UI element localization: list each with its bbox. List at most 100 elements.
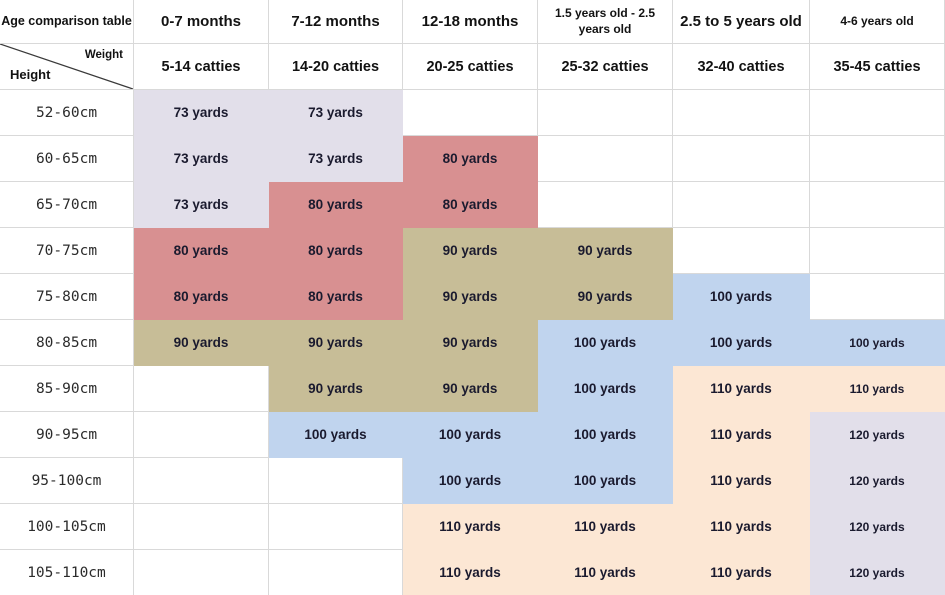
size-cell: 80 yards [134, 274, 269, 320]
empty-cell [134, 504, 269, 550]
size-cell: 73 yards [134, 136, 269, 182]
size-value: 90 yards [442, 242, 498, 258]
empty-cell [403, 90, 538, 136]
size-cell: 120 yards [810, 550, 945, 595]
height-weight-corner-cell: Weight Height [0, 44, 134, 90]
height-label: 70-75cm [0, 228, 134, 274]
empty-cell [538, 90, 673, 136]
size-value: 110 yards [710, 518, 772, 534]
size-value: 73 yards [173, 196, 229, 212]
age-header-0-7-months: 0-7 months [134, 0, 269, 44]
size-cell: 110 yards [403, 504, 538, 550]
empty-cell [134, 458, 269, 504]
size-value: 73 yards [308, 150, 363, 166]
empty-cell [673, 136, 810, 182]
age-header-row: Age comparison table 0-7 months 7-12 mon… [0, 0, 945, 44]
size-cell: 100 yards [403, 458, 538, 504]
weight-header-row: Weight Height 5-14 catties 14-20 catties… [0, 44, 945, 90]
weight-header-35-45: 35-45 catties [810, 44, 945, 90]
size-value: 100 yards [573, 426, 637, 442]
height-label: 75-80cm [0, 274, 134, 320]
size-value: 80 yards [442, 196, 498, 212]
size-value: 110 yards [710, 472, 772, 488]
size-cell: 90 yards [134, 320, 269, 366]
size-cell: 120 yards [810, 504, 945, 550]
size-value: 110 yards [710, 426, 772, 442]
size-cell: 80 yards [403, 136, 538, 182]
height-label: 105-110cm [0, 550, 134, 595]
empty-cell [134, 366, 269, 412]
size-cell: 90 yards [269, 366, 403, 412]
table-row: 70-75cm 80 yards 80 yards 90 yards 90 yards [0, 228, 945, 274]
size-cell: 90 yards [403, 320, 538, 366]
size-cell: 110 yards [538, 550, 673, 595]
size-value: 100 yards [709, 288, 773, 304]
size-value: 110 yards [710, 380, 772, 396]
table-row: 75-80cm 80 yards 80 yards 90 yards 90 yards 1… [0, 274, 945, 320]
size-value: 90 yards [308, 334, 363, 350]
size-value: 73 yards [173, 104, 229, 120]
size-cell: 110 yards [673, 366, 810, 412]
size-cell: 80 yards [269, 182, 403, 228]
weight-header-5-14: 5-14 catties [134, 44, 269, 90]
size-cell: 120 yards [810, 412, 945, 458]
table-row: 105-110cm 110 yards 110 yards 110 yards 120 … [0, 550, 945, 595]
size-value: 90 yards [173, 334, 229, 350]
size-value: 80 yards [308, 196, 363, 212]
size-cell: 73 yards [269, 90, 403, 136]
size-cell: 110 yards [403, 550, 538, 595]
size-value: 73 yards [308, 104, 363, 120]
empty-cell [810, 136, 945, 182]
table-row: 85-90cm 90 yards 90 yards 100 yards 110 yard… [0, 366, 945, 412]
size-value: 110 yards [439, 518, 501, 534]
size-cell: 80 yards [269, 274, 403, 320]
empty-cell [810, 90, 945, 136]
size-cell: 80 yards [134, 228, 269, 274]
size-cell: 100 yards [538, 366, 673, 412]
size-cell: 100 yards [538, 320, 673, 366]
empty-cell [673, 182, 810, 228]
size-value: 100 yards [573, 472, 637, 488]
weight-header-20-25: 20-25 catties [403, 44, 538, 90]
weight-header-14-20: 14-20 catties [269, 44, 403, 90]
size-value: 90 yards [577, 288, 633, 304]
size-value: 110 yards [574, 564, 636, 580]
height-label: 80-85cm [0, 320, 134, 366]
age-header-12-18-months: 12-18 months [403, 0, 538, 44]
size-value: 80 yards [308, 242, 363, 258]
table-row: 100-105cm 110 yards 110 yards 110 yards 120 … [0, 504, 945, 550]
size-cell: 100 yards [403, 412, 538, 458]
empty-cell [269, 550, 403, 595]
size-value: 100 yards [849, 335, 905, 350]
size-value: 100 yards [573, 334, 637, 350]
size-cell: 110 yards [673, 504, 810, 550]
size-value: 110 yards [849, 381, 905, 396]
size-cell: 80 yards [269, 228, 403, 274]
diagonal-divider-line [0, 44, 133, 89]
table-row: 90-95cm 100 yards 100 yards 100 yards 110 ya… [0, 412, 945, 458]
table-row: 60-65cm 73 yards 73 yards 80 yards [0, 136, 945, 182]
empty-cell [538, 182, 673, 228]
age-header-2-5-5-years: 2.5 to 5 years old [673, 0, 810, 44]
size-cell: 73 yards [134, 90, 269, 136]
table-body: 52-60cm 73 yards 73 yards 60-65cm 73 yards 73… [0, 90, 945, 595]
height-label: 90-95cm [0, 412, 134, 458]
size-cell: 110 yards [538, 504, 673, 550]
size-value: 80 yards [173, 288, 229, 304]
size-value: 80 yards [308, 288, 363, 304]
size-cell: 120 yards [810, 458, 945, 504]
size-value: 100 yards [438, 426, 502, 442]
size-cell: 73 yards [269, 136, 403, 182]
size-value: 100 yards [573, 380, 637, 396]
weight-axis-label: Weight [84, 49, 123, 61]
size-value: 90 yards [442, 380, 498, 396]
size-cell: 73 yards [134, 182, 269, 228]
size-cell: 90 yards [538, 228, 673, 274]
size-cell: 100 yards [673, 274, 810, 320]
size-value: 80 yards [442, 150, 498, 166]
size-cell: 100 yards [269, 412, 403, 458]
size-cell: 100 yards [673, 320, 810, 366]
age-header-4-6-years: 4-6 years old [810, 0, 945, 44]
